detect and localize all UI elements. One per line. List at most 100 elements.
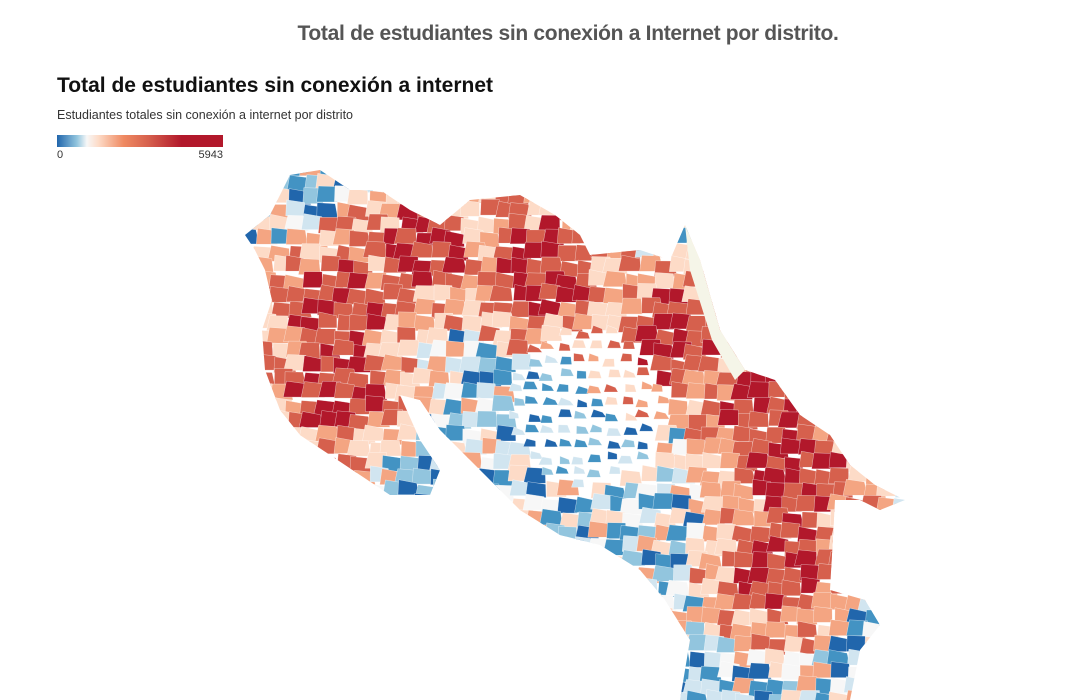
district-cell[interactable] <box>763 329 789 347</box>
district-cell[interactable] <box>750 258 775 276</box>
district-cell[interactable] <box>813 243 833 261</box>
district-cell[interactable] <box>512 552 534 570</box>
district-cell[interactable] <box>752 199 775 217</box>
district-cell[interactable] <box>508 567 531 584</box>
district-cell[interactable] <box>777 327 803 345</box>
district-cell[interactable] <box>400 675 421 692</box>
district-cell[interactable] <box>849 512 871 529</box>
district-cell[interactable] <box>699 481 723 498</box>
district-cell[interactable] <box>428 173 450 191</box>
district-cell[interactable] <box>282 380 305 398</box>
district-cell[interactable] <box>766 340 790 358</box>
district-cell[interactable] <box>749 240 773 258</box>
district-cell[interactable] <box>764 648 786 665</box>
district-cell[interactable] <box>794 297 819 315</box>
district-cell[interactable] <box>863 231 884 249</box>
district-cell[interactable] <box>253 497 276 515</box>
district-cell[interactable] <box>272 157 294 174</box>
district-cell[interactable] <box>875 343 897 361</box>
district-cell[interactable] <box>594 660 615 678</box>
district-cell[interactable] <box>587 370 602 379</box>
district-cell[interactable] <box>893 371 914 389</box>
district-cell[interactable] <box>301 678 323 695</box>
district-cell[interactable] <box>489 284 513 302</box>
district-cell[interactable] <box>895 661 916 679</box>
district-cell[interactable] <box>430 664 455 682</box>
district-cell[interactable] <box>394 384 417 402</box>
district-cell[interactable] <box>400 591 421 608</box>
district-cell[interactable] <box>540 324 563 342</box>
district-cell[interactable] <box>815 158 840 175</box>
district-cell[interactable] <box>765 175 789 192</box>
district-cell[interactable] <box>702 174 727 192</box>
district-cell[interactable] <box>891 229 914 246</box>
district-cell[interactable] <box>318 311 338 329</box>
district-cell[interactable] <box>333 582 355 599</box>
district-cell[interactable] <box>242 637 264 654</box>
district-cell[interactable] <box>799 564 821 581</box>
district-cell[interactable] <box>732 173 754 190</box>
district-cell[interactable] <box>879 367 903 385</box>
district-cell[interactable] <box>287 440 311 457</box>
district-cell[interactable] <box>623 174 645 192</box>
district-cell[interactable] <box>381 651 404 669</box>
district-cell[interactable] <box>576 425 590 435</box>
district-cell[interactable] <box>350 524 371 541</box>
district-cell[interactable] <box>634 325 660 342</box>
district-cell[interactable] <box>412 637 435 655</box>
district-cell[interactable] <box>239 184 265 202</box>
district-cell[interactable] <box>558 157 579 174</box>
district-cell[interactable] <box>464 539 489 557</box>
district-cell[interactable] <box>272 438 293 455</box>
district-cell[interactable] <box>382 176 404 194</box>
district-cell[interactable] <box>862 455 886 472</box>
district-cell[interactable] <box>586 469 602 478</box>
district-cell[interactable] <box>239 508 260 525</box>
district-cell[interactable] <box>639 171 660 188</box>
district-cell[interactable] <box>634 632 656 650</box>
district-cell[interactable] <box>569 213 596 231</box>
district-cell[interactable] <box>462 580 487 598</box>
district-cell[interactable] <box>827 551 853 568</box>
district-cell[interactable] <box>814 274 838 291</box>
district-cell[interactable] <box>573 438 589 448</box>
district-cell[interactable] <box>653 605 675 623</box>
district-cell[interactable] <box>797 274 819 291</box>
district-cell[interactable] <box>606 339 622 349</box>
district-cell[interactable] <box>411 467 433 485</box>
district-cell[interactable] <box>415 692 439 700</box>
district-cell[interactable] <box>894 284 917 301</box>
district-cell[interactable] <box>541 466 554 476</box>
district-cell[interactable] <box>363 539 389 557</box>
district-cell[interactable] <box>699 212 724 230</box>
district-cell[interactable] <box>396 578 419 595</box>
district-cell[interactable] <box>850 172 872 190</box>
district-cell[interactable] <box>847 566 871 584</box>
district-cell[interactable] <box>826 257 851 275</box>
district-cell[interactable] <box>253 413 276 431</box>
district-cell[interactable] <box>813 382 835 400</box>
district-cell[interactable] <box>781 170 803 188</box>
district-cell[interactable] <box>857 311 881 329</box>
district-cell[interactable] <box>237 522 260 540</box>
district-cell[interactable] <box>240 454 265 472</box>
district-cell[interactable] <box>395 203 422 221</box>
district-cell[interactable] <box>349 623 372 641</box>
district-cell[interactable] <box>299 484 321 501</box>
district-cell[interactable] <box>491 568 515 586</box>
district-cell[interactable] <box>251 623 275 641</box>
district-cell[interactable] <box>525 370 541 380</box>
district-cell[interactable] <box>236 497 256 515</box>
district-cell[interactable] <box>587 621 610 639</box>
district-cell[interactable] <box>546 564 567 582</box>
district-cell[interactable] <box>698 200 724 217</box>
district-cell[interactable] <box>267 526 293 543</box>
district-cell[interactable] <box>607 188 628 206</box>
district-cell[interactable] <box>478 593 500 611</box>
district-cell[interactable] <box>730 215 754 232</box>
district-cell[interactable] <box>492 637 515 655</box>
district-cell[interactable] <box>877 634 901 652</box>
district-cell[interactable] <box>305 540 325 557</box>
district-cell[interactable] <box>557 666 580 684</box>
district-cell[interactable] <box>700 399 723 416</box>
